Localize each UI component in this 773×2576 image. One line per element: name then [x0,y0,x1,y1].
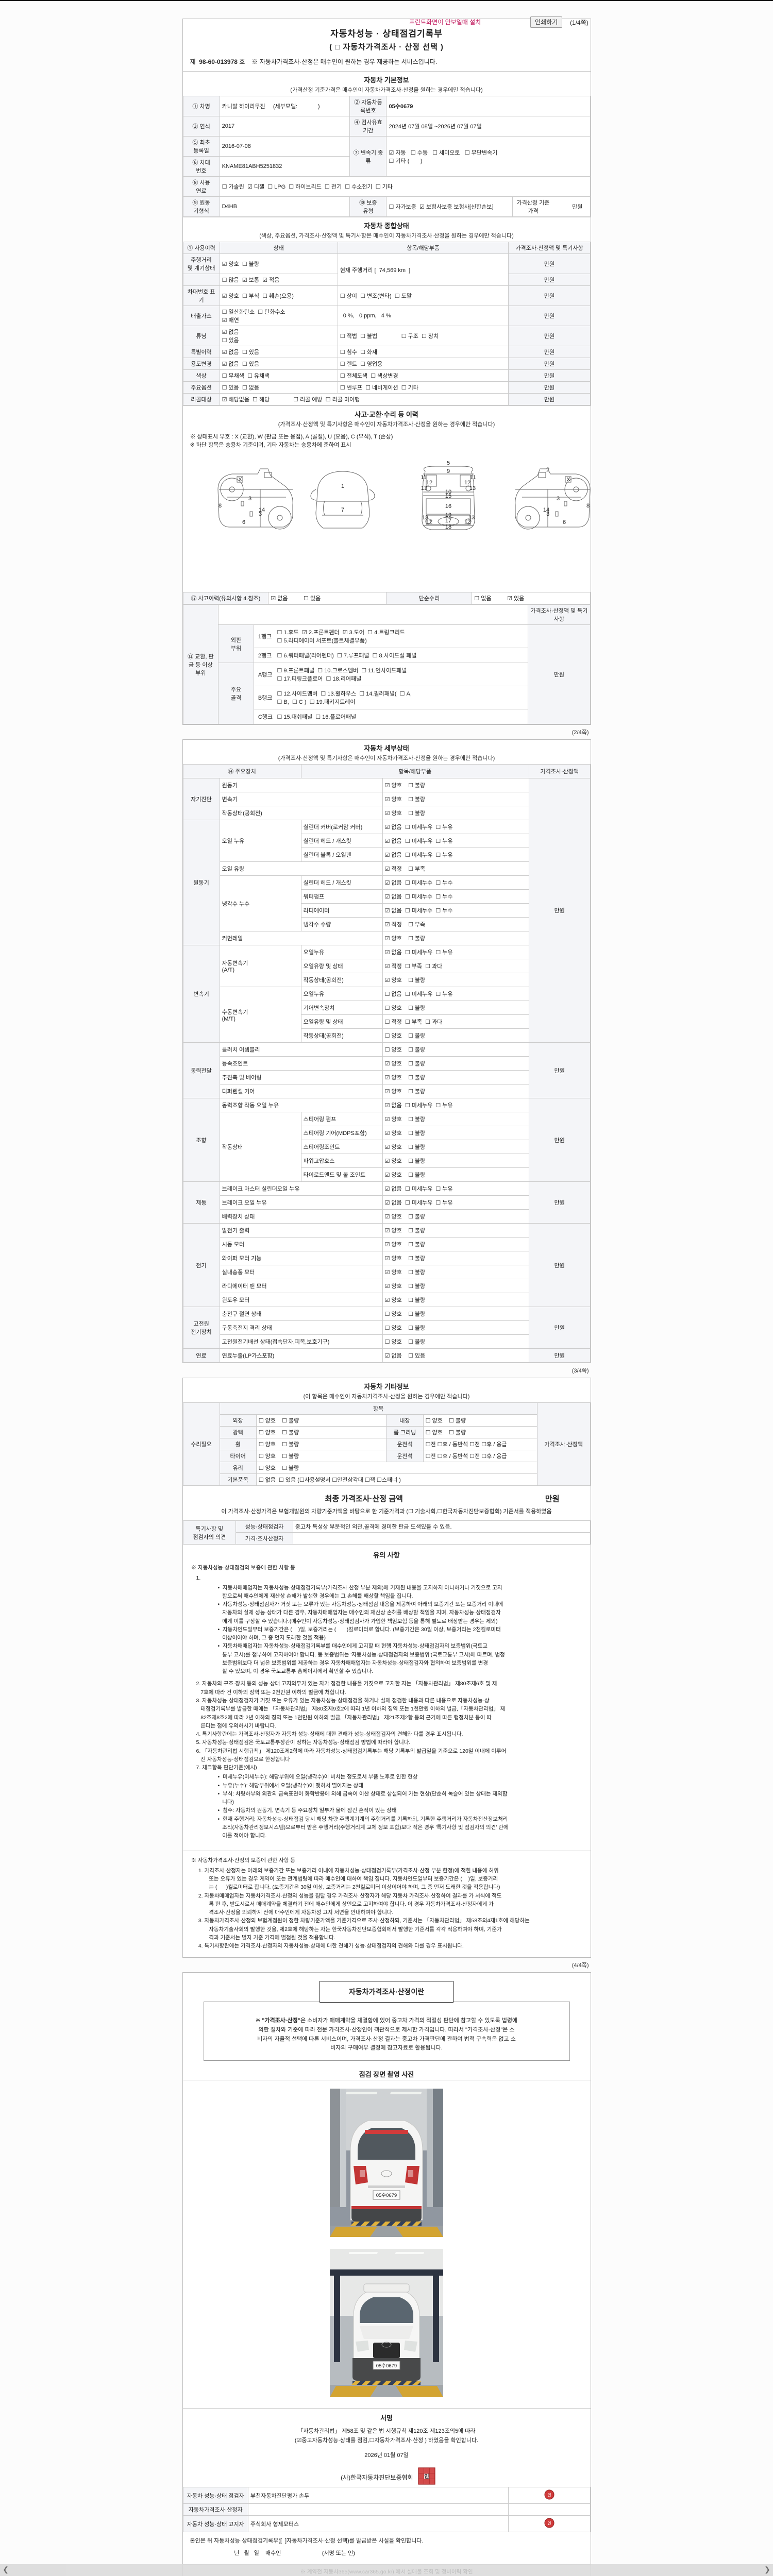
svg-text:13: 13 [421,485,427,492]
svg-text:13: 13 [469,485,475,492]
svg-text:3: 3 [248,496,251,502]
svg-text:16: 16 [445,503,451,510]
svg-text:05수0679: 05수0679 [376,2363,397,2369]
svg-text:6: 6 [562,519,565,526]
svg-text:2: 2 [546,467,549,473]
svg-text:15: 15 [445,493,451,499]
svg-text:5: 5 [446,461,449,466]
svg-text:1: 1 [341,483,344,489]
svg-text:14: 14 [543,507,549,513]
svg-text:12: 12 [464,519,470,525]
svg-text:05수0679: 05수0679 [376,2193,397,2198]
svg-text:인: 인 [547,2521,551,2526]
svg-text:17: 17 [445,518,451,524]
svg-text:6: 6 [242,519,245,526]
svg-text:14: 14 [258,507,264,513]
svg-text:18: 18 [445,524,451,530]
svg-text:X: X [238,477,242,483]
svg-text:12: 12 [426,519,432,525]
svg-text:X: X [566,477,570,483]
svg-text:11: 11 [470,474,476,481]
svg-text:9: 9 [446,468,449,474]
svg-text:인: 인 [424,2473,429,2480]
svg-text:7: 7 [341,507,344,513]
svg-text:8: 8 [218,503,221,509]
svg-text:인: 인 [547,2493,551,2498]
svg-text:8: 8 [586,503,589,509]
svg-text:3: 3 [556,496,559,502]
